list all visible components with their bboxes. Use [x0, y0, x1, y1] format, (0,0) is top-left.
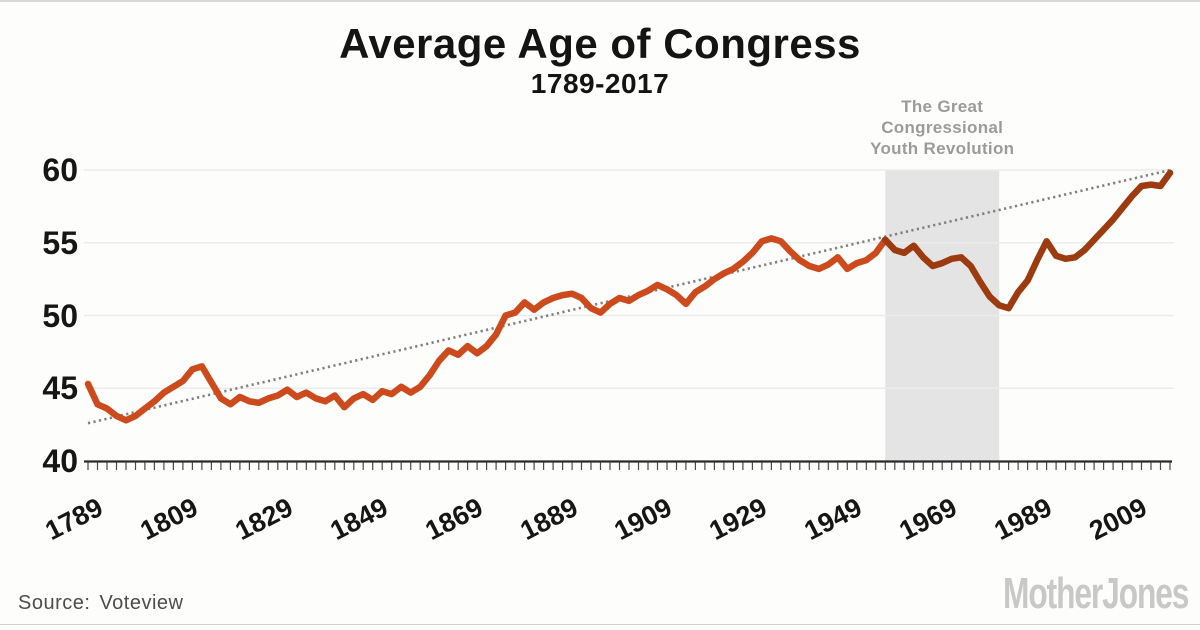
band-annotation-line-3: Youth Revolution	[870, 139, 1015, 158]
y-axis-label-60: 60	[42, 152, 78, 188]
source-credit: Source: Voteview	[18, 592, 184, 615]
bottom-border-rule	[0, 624, 1200, 625]
trend-line	[87, 168, 1171, 425]
brand-logo: MotherJones	[1002, 569, 1189, 618]
y-axis-label-55: 55	[42, 224, 78, 261]
page-subtitle: 1789-2017	[530, 68, 670, 99]
y-axis-label-50: 50	[42, 297, 78, 334]
band-annotation: The Great Congressional Youth Revolution	[782, 96, 1102, 159]
band-annotation-line-2: Congressional	[881, 118, 1004, 137]
age-line-segment-2	[882, 169, 1174, 312]
source-label: Source:	[18, 592, 91, 614]
band-annotation-line-1: The Great	[901, 97, 984, 116]
source-value: Voteview	[99, 592, 184, 614]
page-title: Average Age of Congress	[339, 20, 861, 67]
age-line-segment-1	[84, 235, 889, 424]
y-axis-label-40: 40	[42, 443, 78, 479]
y-axis-label-45: 45	[42, 370, 78, 407]
top-border-rule	[0, 0, 1200, 2]
